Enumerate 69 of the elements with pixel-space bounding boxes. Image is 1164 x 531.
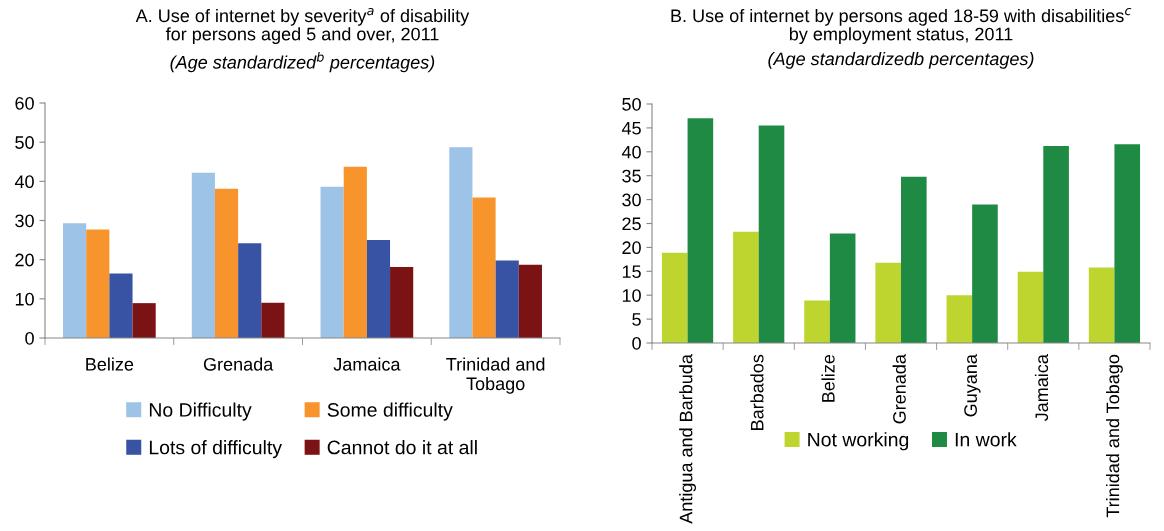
x-tick-label: Grenada [892,354,906,424]
bar [109,273,133,338]
bar [758,125,785,343]
bar [63,223,87,338]
bar [733,231,759,343]
x-tick-label: Barbados [750,354,764,430]
chart-title: A. Use of internet by severity$^{a}$ of disability for persons aged 5 and over, 2011 [135,8,470,45]
chart-subtitle: (Age standardizedb percentages) [768,52,1034,69]
bar [661,252,688,343]
y-tick-label: 20 [15,253,34,267]
bar [320,186,344,338]
x-tick-label: Guyana [964,354,981,417]
bar [191,172,215,338]
y-tick-label: 5 [632,313,641,326]
y-tick-label: 10 [15,292,34,306]
y-tick-label: 25 [622,217,641,231]
bar [804,300,830,343]
bar [238,243,262,338]
legend-label: Not working [808,432,909,451]
x-tick-label: Jamaica [333,357,401,371]
bar [972,204,998,343]
bar [495,260,519,338]
bar [1088,267,1115,343]
y-tick-label: 20 [622,241,641,255]
y-tick-label: 40 [14,175,34,189]
y-tick-label: 15 [622,265,641,279]
x-tick-label: Trinidad and Tobago [446,357,545,394]
y-tick-label: 0 [25,331,34,345]
y-tick-label: 35 [622,169,641,183]
bar [1043,146,1069,343]
y-tick-label: 50 [622,97,641,111]
x-tick-label: Antigua and Barbuda [679,354,696,524]
bar [366,240,391,338]
bar [829,233,856,343]
x-tick-label: Grenada [203,357,274,371]
y-tick-label: 45 [621,122,641,135]
y-tick-label: 30 [622,193,641,207]
x-tick-label: Trinidad and Tobago [1106,354,1123,518]
legend-label: No Difficulty [149,402,252,421]
x-tick-label: Belize [86,357,134,371]
y-tick-label: 10 [622,289,641,302]
bar [518,264,542,338]
bar [86,229,110,338]
chart-subtitle: (Age standardized$^{b}$ percentages) [170,52,435,73]
chart-title: B. Use of internet by persons aged 18-59 with disabilities$^{c}$ by employment status, 2011 [671,8,1132,45]
bar [687,118,714,343]
bar [449,147,473,338]
bar [472,197,496,338]
legend-label: Some difficulty [327,402,453,421]
y-tick-label: 0 [632,336,641,350]
bar [261,302,285,338]
bar [343,166,367,338]
bar [946,295,973,343]
bar [390,267,414,338]
x-tick-label: Jamaica [1034,354,1049,422]
y-tick-label: 40 [621,145,641,159]
bar [214,188,239,338]
legend-label: Lots of difficulty [149,440,282,459]
bar [1017,271,1044,343]
y-tick-label: 30 [15,214,34,228]
y-tick-label: 50 [15,136,34,149]
bar [132,303,156,338]
legend-label: In work [955,432,1017,447]
x-tick-label: Belize [821,354,835,402]
bar [901,176,927,343]
y-tick-label: 60 [15,96,34,110]
bar [875,262,901,343]
bar [1114,144,1141,343]
legend-label: Cannot do it at all [327,440,477,455]
